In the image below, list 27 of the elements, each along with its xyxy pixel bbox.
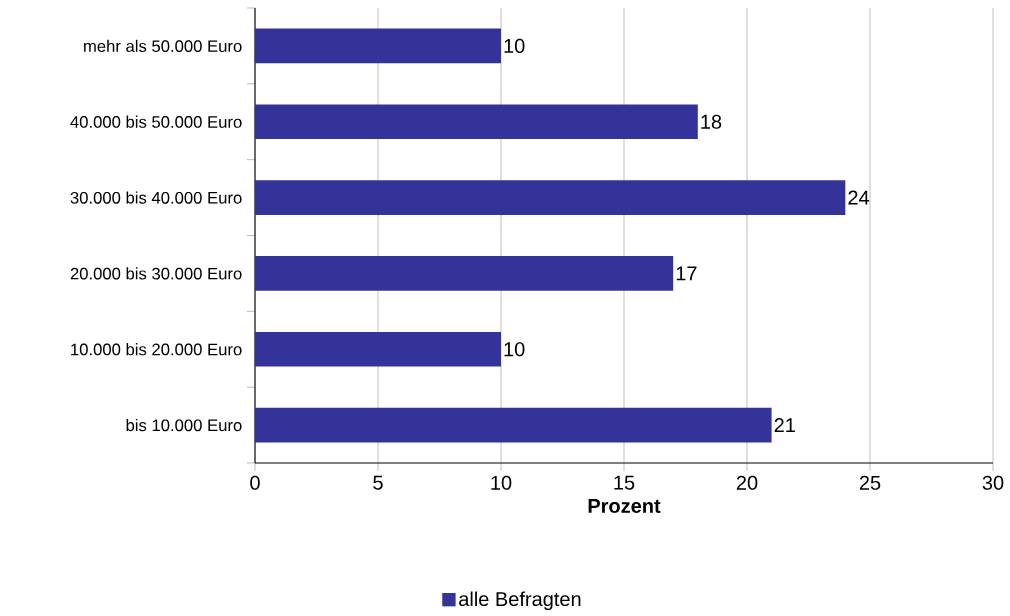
- data-label: 17: [676, 266, 697, 281]
- bar: [255, 104, 698, 140]
- bar: [255, 180, 846, 215]
- data-label: 24: [848, 190, 870, 205]
- x-axis-title: Prozent: [588, 499, 661, 513]
- y-tick-label: 20.000 bis 30.000 Euro: [70, 267, 242, 280]
- bar: [255, 407, 772, 443]
- y-tick-label: 40.000 bis 50.000 Euro: [70, 115, 242, 128]
- y-tick-label: 10.000 bis 20.000 Euro: [71, 343, 242, 356]
- legend-label: alle Befragten: [459, 591, 581, 611]
- x-tick-label: 5: [373, 475, 383, 490]
- y-tick-label: 30.000 bis 40.000 Euro: [70, 191, 242, 204]
- bar: [255, 28, 501, 64]
- y-tick-label: bis 10.000 Euro: [126, 418, 242, 432]
- x-tick-label: 0: [250, 475, 260, 490]
- x-tick-label: 10: [491, 475, 512, 490]
- data-label: 21: [774, 418, 795, 433]
- x-tick-label: 30: [982, 475, 1004, 490]
- x-tick-label: 15: [614, 475, 635, 490]
- data-label: 18: [701, 114, 722, 129]
- data-label: 10: [504, 38, 525, 53]
- x-tick-label: 25: [859, 475, 881, 490]
- bar: [255, 256, 674, 291]
- data-label: 10: [504, 342, 525, 357]
- x-tick-label: 20: [736, 475, 758, 490]
- y-tick-label: mehr als 50.000 Euro: [84, 39, 242, 53]
- bar: [255, 331, 501, 367]
